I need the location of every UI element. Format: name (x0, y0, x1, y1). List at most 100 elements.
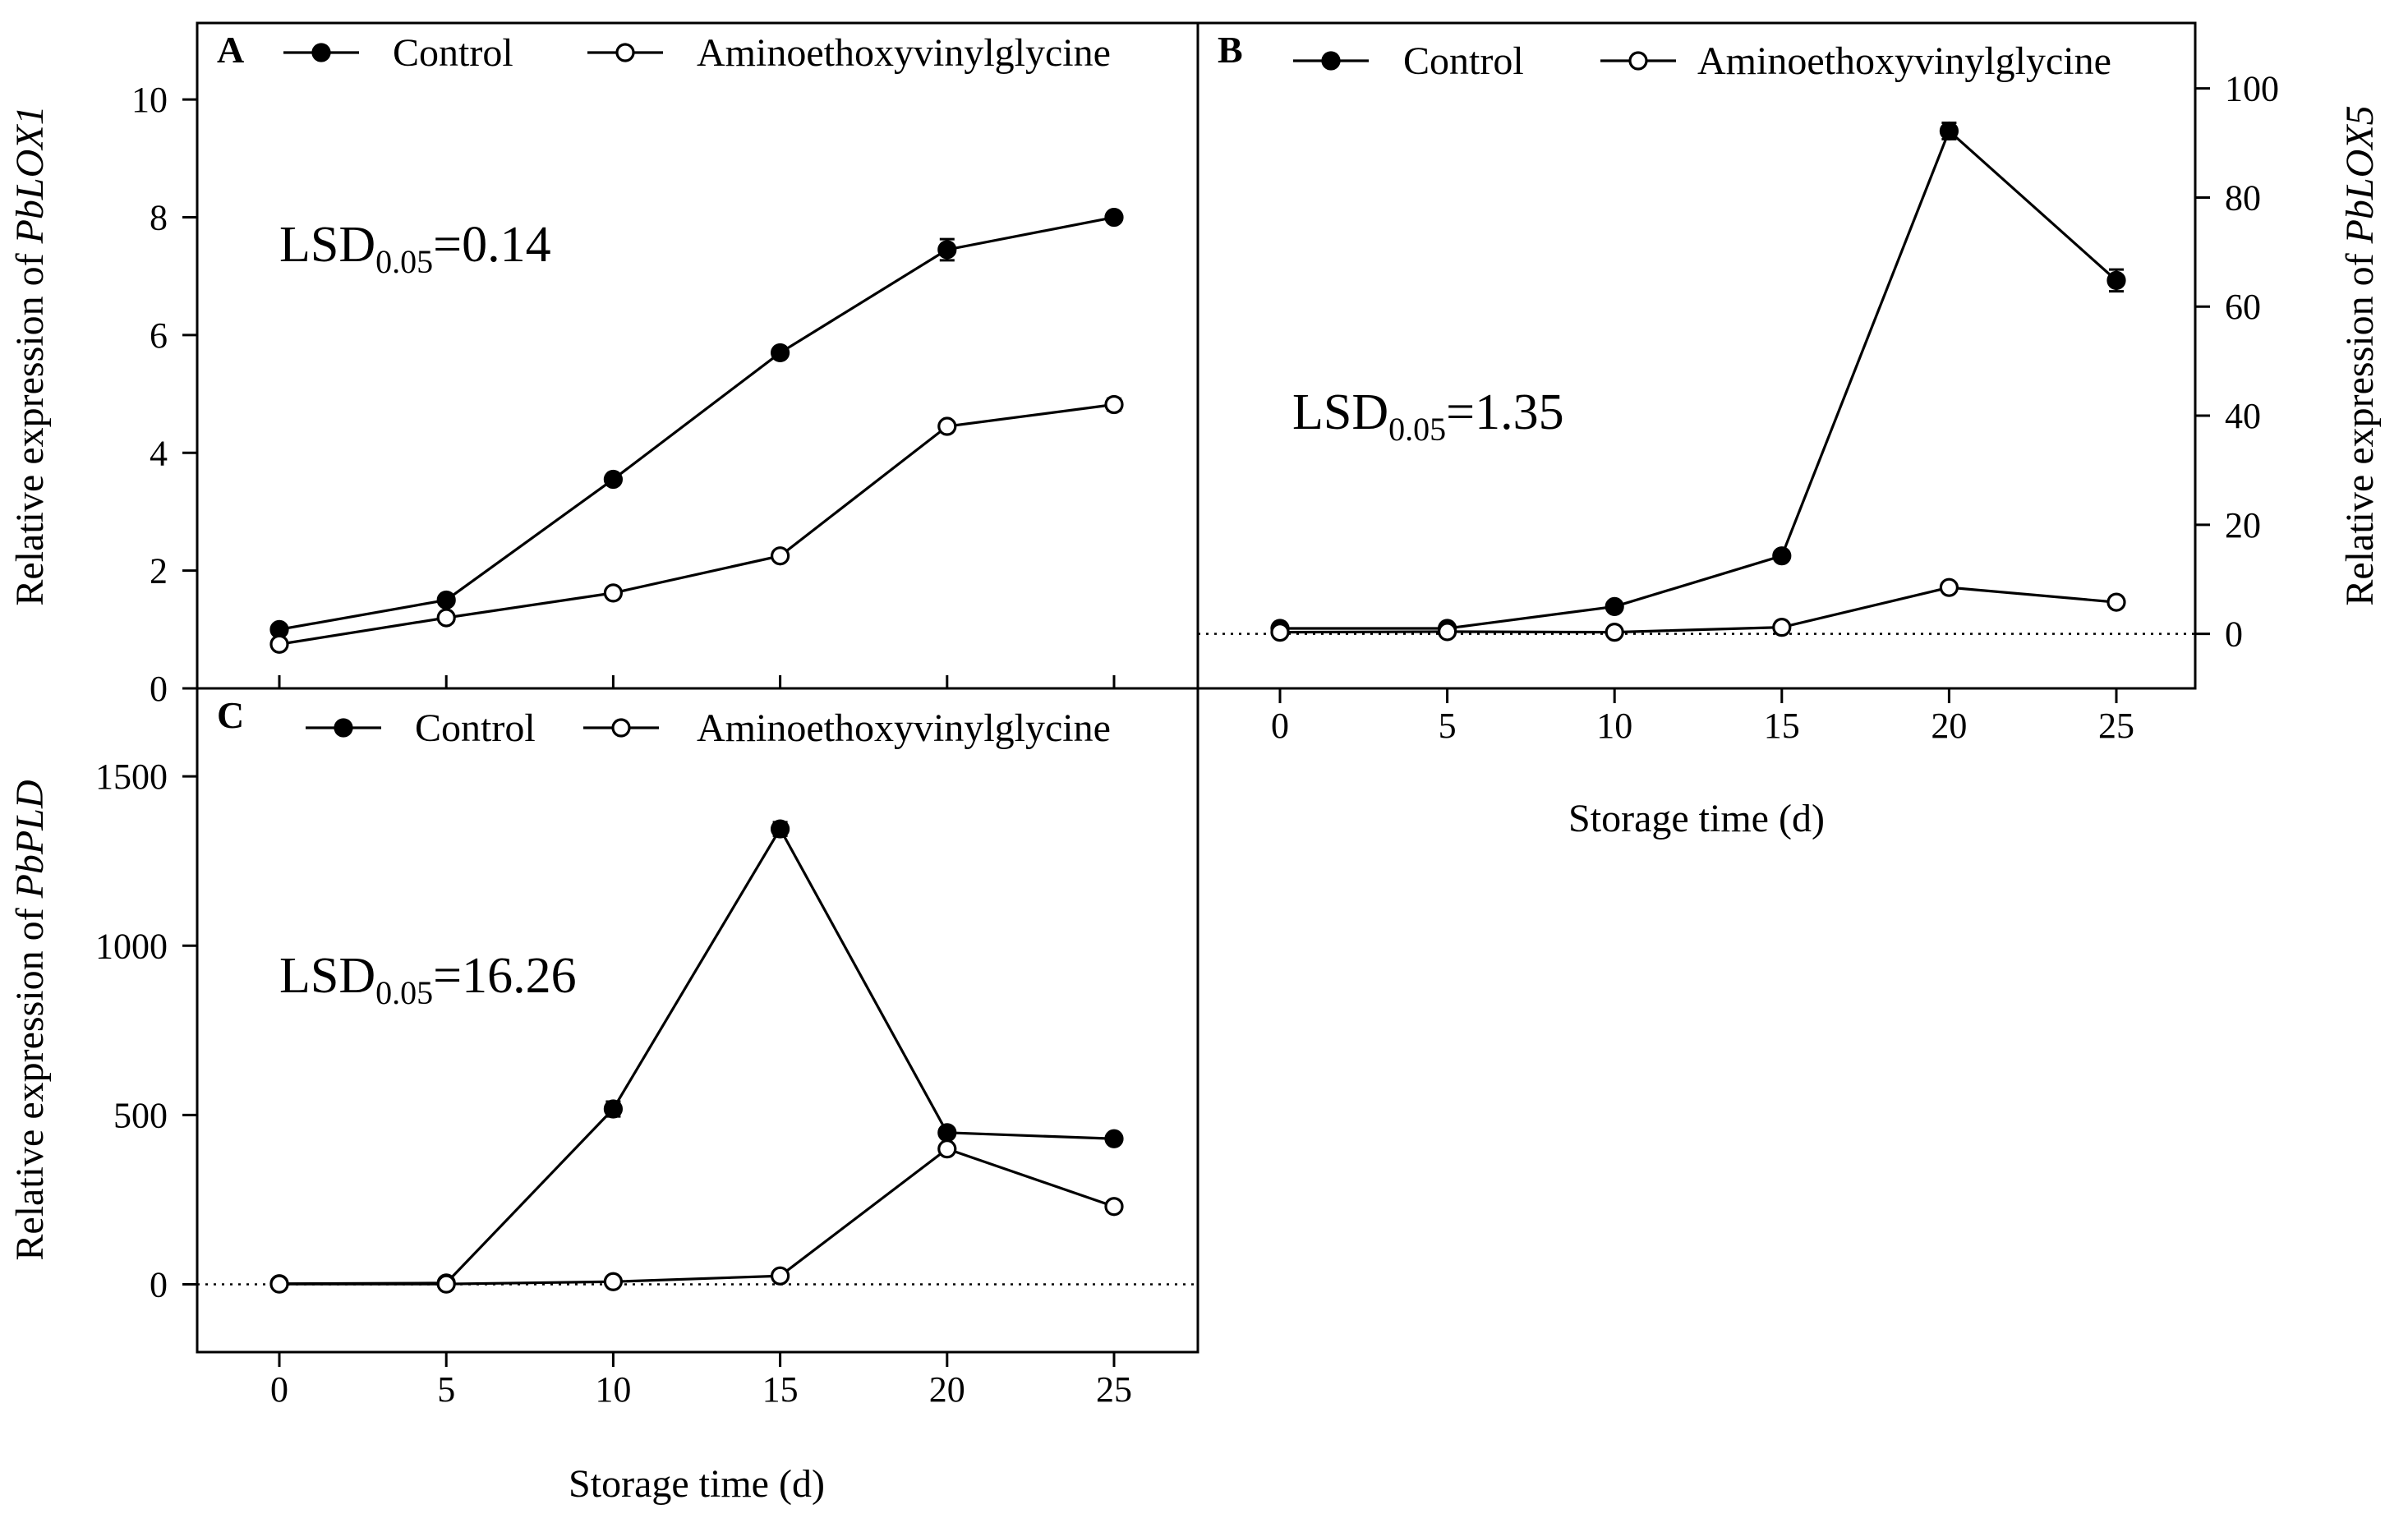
legend-marker-avg (615, 43, 635, 62)
data-point-control (770, 343, 790, 363)
legend-label-control: Control (415, 706, 536, 750)
x-tick-label: 20 (929, 1369, 965, 1410)
y-tick-label: 40 (2225, 396, 2261, 436)
y-axis-title-gene: PbPLD (8, 780, 52, 899)
data-point-avg (436, 1274, 456, 1294)
lsd-value: =0.14 (433, 217, 550, 273)
y-axis-title: Relative expression of PbLOX5 (2338, 105, 2382, 605)
panel-letter: C (217, 694, 244, 736)
x-tick-label: 15 (1764, 706, 1800, 746)
data-point-avg (603, 1272, 624, 1291)
series-line-avg (279, 1147, 1115, 1286)
panel-frame (1196, 21, 2197, 690)
y-tick-label: 0 (150, 1265, 168, 1305)
lsd-subscript: 0.05 (375, 243, 433, 280)
y-tick-label: 1000 (95, 926, 168, 966)
x-tick-label: 5 (437, 1369, 455, 1410)
data-point-avg (770, 546, 790, 566)
y-tick-label: 10 (131, 80, 168, 120)
y-tick-label: 100 (2225, 69, 2279, 109)
y-tick-label: 60 (2225, 287, 2261, 327)
panel-frame (196, 21, 1199, 690)
data-point-avg (1605, 623, 1624, 642)
y-tick-label: 1500 (95, 757, 168, 797)
data-point-avg (603, 583, 624, 603)
x-tick-label: 25 (2098, 706, 2134, 746)
data-point-control (436, 590, 456, 610)
data-point-control (1104, 1129, 1124, 1148)
legend-label-control: Control (1403, 39, 1524, 83)
data-point-control (937, 1123, 957, 1143)
data-point-avg (770, 1266, 790, 1286)
lsd-subscript: 0.05 (1388, 411, 1446, 448)
legend-marker-avg (1628, 51, 1648, 71)
y-tick-label: 4 (150, 433, 168, 473)
y-axis-title-prefix: Relative expression of (2338, 243, 2382, 605)
lsd-prefix: LSD (279, 948, 375, 1004)
data-point-control (770, 819, 790, 839)
y-tick-label: 8 (150, 198, 168, 238)
series-line-control (1280, 128, 2118, 630)
y-axis-title: Relative expression of PbPLD (8, 780, 52, 1260)
x-tick-label: 0 (1271, 706, 1289, 746)
panel-c: 0 500 1000 1500 Relative expression of PbPLD… (8, 687, 1199, 1506)
legend-marker-control (1321, 51, 1341, 71)
series-line-avg (1279, 586, 2117, 634)
lsd-annotation: LSD0.05=1.35 (1292, 384, 1564, 448)
lsd-value: =1.35 (1446, 384, 1563, 440)
data-point-control (937, 240, 957, 260)
data-point-avg (1939, 577, 1959, 597)
lsd-value: =16.26 (433, 948, 576, 1004)
y-tick-label: 6 (150, 315, 168, 356)
data-point-control (1939, 121, 1959, 141)
data-point-control (2106, 270, 2126, 290)
data-point-control (603, 469, 624, 490)
series-line-avg (279, 403, 1115, 646)
x-tick-label: 0 (270, 1369, 288, 1410)
panel-letter: B (1218, 29, 1243, 71)
panel-a: 0 2 4 6 8 10 Relative expression of PbLOX1 Cont… (8, 21, 1199, 709)
data-point-avg (269, 1274, 289, 1294)
x-tick-label: 20 (1931, 706, 1967, 746)
lsd-annotation: LSD0.05=16.26 (279, 948, 577, 1011)
y-tick-label: 20 (2225, 505, 2261, 545)
legend-label-avg: Aminoethoxyvinylglycine (697, 706, 1111, 750)
x-tick-label: 10 (1596, 706, 1632, 746)
x-axis-title: Storage time (d) (569, 1462, 825, 1506)
y-tick-label: 0 (150, 669, 168, 709)
data-point-control (603, 1099, 624, 1119)
legend-marker-control (311, 43, 331, 62)
panel-letter: A (217, 29, 244, 71)
lsd-prefix: LSD (279, 217, 375, 273)
y-axis-title-gene: PbLOX1 (8, 105, 52, 244)
x-tick-label: 10 (595, 1369, 631, 1410)
legend-label-avg: Aminoethoxyvinylglycine (697, 31, 1111, 75)
data-point-control (1772, 546, 1792, 566)
data-point-avg (1270, 623, 1290, 642)
y-tick-label: 500 (113, 1095, 168, 1135)
legend-label-avg: Aminoethoxyvinylglycine (1697, 39, 2111, 83)
data-point-control (1104, 207, 1124, 228)
lsd-subscript: 0.05 (375, 974, 433, 1011)
data-point-avg (436, 608, 456, 628)
y-axis-title-gene: PbLOX5 (2338, 105, 2382, 244)
y-axis-title-prefix: Relative expression of (8, 898, 52, 1260)
data-point-avg (1772, 618, 1792, 637)
y-tick-label: 0 (2225, 614, 2243, 655)
y-tick-label: 80 (2225, 177, 2261, 218)
data-point-control (1605, 596, 1624, 617)
y-axis-title: Relative expression of PbLOX1 (8, 105, 52, 605)
data-point-avg (269, 634, 289, 654)
x-tick-label: 5 (1439, 706, 1457, 746)
lsd-prefix: LSD (1292, 384, 1388, 440)
series-line-control (279, 826, 1115, 1286)
y-tick-label: 2 (150, 551, 168, 591)
panel-frame (196, 687, 1199, 1354)
series-line-control (279, 215, 1115, 631)
legend-marker-control (334, 718, 353, 738)
data-point-avg (1437, 622, 1457, 642)
data-point-avg (1104, 394, 1124, 415)
